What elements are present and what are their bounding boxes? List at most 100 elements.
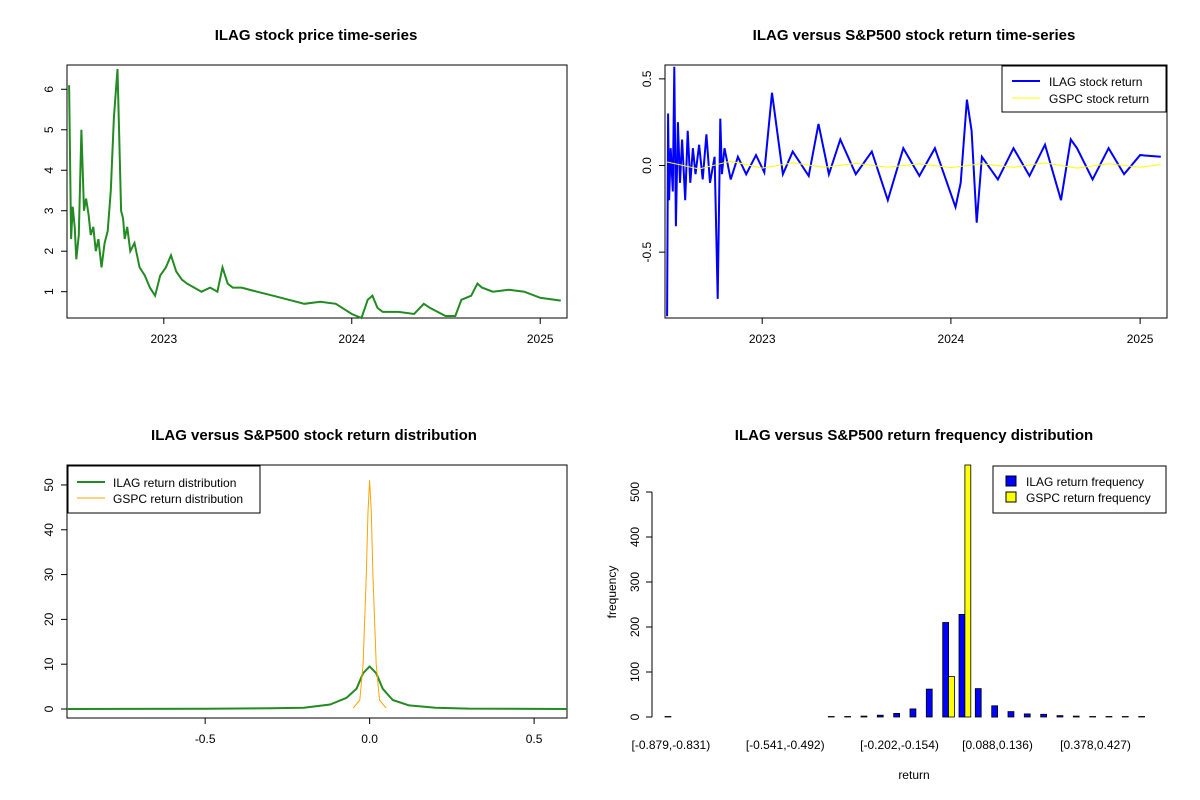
return-timeseries-chart: ILAG versus S&P500 stock return time-ser…	[640, 27, 1168, 346]
return-distribution-legend-box	[67, 465, 261, 514]
bar-ilag	[1105, 716, 1113, 718]
return-frequency-title: ILAG versus S&P500 return frequency dist…	[735, 427, 1093, 444]
y-tick-label: 0.0	[640, 157, 654, 174]
series-line-1	[68, 68, 561, 320]
legend-label-ilag-distribution: ILAG return distribution	[113, 476, 236, 490]
return-distribution-y-axis: 0 10 20 30 40 50	[42, 478, 67, 712]
legend-label-gspc-return: GSPC stock return	[1049, 92, 1149, 106]
x-tick-label: 0.5	[526, 732, 543, 746]
y-tick-label: -0.5	[640, 241, 654, 262]
y-tick-label: 1	[42, 288, 56, 295]
x-tick-label: 2025	[527, 332, 554, 346]
y-tick-label: 300	[628, 572, 642, 592]
y-tick-label: 0	[42, 705, 56, 712]
bar-ilag	[1089, 716, 1096, 718]
bar-ilag	[1138, 716, 1145, 718]
bar-gspc	[964, 464, 972, 718]
y-tick-label: 400	[628, 527, 642, 547]
return-distribution-series	[66, 480, 568, 710]
bar-ilag	[844, 716, 852, 718]
return-distribution-x-axis: -0.5 0.0 0.5	[195, 718, 543, 746]
return-timeseries-y-axis: 0.5 0.0 -0.5	[640, 70, 665, 262]
bar-gspc	[948, 676, 955, 718]
x-tick-label: 2024	[338, 332, 365, 346]
legend-label-gspc-frequency: GSPC return frequency	[1026, 491, 1151, 505]
return-frequency-legend: ILAG return frequency GSPC return freque…	[992, 465, 1167, 514]
y-tick-label: 2	[42, 248, 56, 255]
return-distribution-legend: ILAG return distribution GSPC return dis…	[67, 465, 261, 514]
price-chart-plot-area	[66, 64, 568, 319]
return-timeseries-x-axis: 2023 2024 2025	[749, 318, 1154, 346]
y-tick-label: 0	[628, 713, 642, 720]
bar-ilag	[876, 714, 884, 718]
y-tick-label: 6	[42, 86, 56, 93]
y-tick-label: 4	[42, 167, 56, 174]
return-timeseries-legend: ILAG stock return GSPC stock return	[1001, 65, 1167, 113]
x-tick-label: 2023	[150, 332, 177, 346]
return-timeseries-title: ILAG versus S&P500 stock return time-ser…	[753, 27, 1076, 44]
bar-ilag	[974, 688, 982, 718]
bar-ilag	[860, 715, 868, 718]
price-chart-title: ILAG stock price time-series	[215, 27, 418, 44]
density-line-1	[66, 665, 568, 710]
return-frequency-y-label: frequency	[605, 566, 619, 619]
return-distribution-chart: ILAG versus S&P500 stock return distribu…	[42, 427, 568, 746]
x-tick-label: [0.088,0.136)	[962, 738, 1033, 752]
bar-ilag	[1072, 715, 1080, 718]
series-line-1	[666, 66, 1161, 317]
x-tick-label: [0.378,0.427)	[1060, 738, 1131, 752]
return-frequency-x-axis: [-0.879,-0.831) [-0.541,-0.492) [-0.202,-0…	[632, 738, 1131, 752]
y-tick-label: 0.5	[640, 70, 654, 87]
y-tick-label: 100	[628, 662, 642, 682]
return-distribution-title: ILAG versus S&P500 stock return distribu…	[151, 427, 477, 444]
bar-ilag	[1040, 713, 1047, 718]
bar-ilag	[893, 713, 901, 718]
return-frequency-y-axis: 0 100 200 300 400 500	[628, 482, 653, 720]
return-timeseries-legend-box	[1001, 65, 1167, 113]
return-timeseries-series	[666, 66, 1161, 317]
legend-label-gspc-distribution: GSPC return distribution	[113, 492, 243, 506]
price-chart-series	[68, 68, 561, 320]
y-tick-label: 20	[42, 612, 56, 626]
return-frequency-chart: ILAG versus S&P500 return frequency dist…	[605, 427, 1167, 782]
bar-ilag	[664, 716, 672, 718]
density-line-2	[352, 480, 387, 709]
bar-ilag	[1056, 715, 1064, 718]
bar-ilag	[925, 688, 933, 718]
bar-ilag	[1007, 711, 1015, 718]
y-tick-label: 50	[42, 478, 56, 492]
series-line-2	[666, 160, 1161, 170]
bar-ilag	[909, 708, 917, 718]
legend-label-ilag-frequency: ILAG return frequency	[1026, 475, 1144, 489]
return-frequency-legend-box	[992, 465, 1167, 514]
price-chart: ILAG stock price time-series 1 2 3 4 5 6 2023…	[42, 27, 568, 346]
x-tick-label: [-0.202,-0.154)	[860, 738, 939, 752]
x-tick-label: 0.0	[361, 732, 378, 746]
return-frequency-x-label: return	[898, 768, 929, 782]
bar-ilag	[958, 614, 966, 718]
y-tick-label: 500	[628, 482, 642, 502]
y-tick-label: 200	[628, 617, 642, 637]
x-tick-label: [-0.879,-0.831)	[632, 738, 711, 752]
x-tick-label: -0.5	[195, 732, 216, 746]
legend-swatch-gspc-frequency	[1005, 491, 1017, 503]
x-tick-label: 2023	[749, 332, 776, 346]
bar-ilag	[1023, 713, 1031, 718]
y-tick-label: 10	[42, 657, 56, 671]
price-chart-y-axis: 1 2 3 4 5 6	[42, 86, 67, 295]
bar-ilag	[991, 705, 999, 718]
return-distribution-plot-area	[66, 464, 568, 719]
bar-ilag	[942, 622, 950, 718]
price-chart-x-axis: 2023 2024 2025	[150, 318, 554, 346]
x-tick-label: 2024	[938, 332, 965, 346]
x-tick-label: [-0.541,-0.492)	[746, 738, 825, 752]
x-tick-label: 2025	[1127, 332, 1154, 346]
legend-label-ilag-return: ILAG stock return	[1049, 75, 1142, 89]
y-tick-label: 3	[42, 207, 56, 214]
y-tick-label: 5	[42, 126, 56, 133]
return-frequency-bars	[664, 464, 1145, 718]
y-tick-label: 30	[42, 568, 56, 582]
return-timeseries-plot-area	[664, 64, 1168, 319]
y-tick-label: 40	[42, 523, 56, 537]
